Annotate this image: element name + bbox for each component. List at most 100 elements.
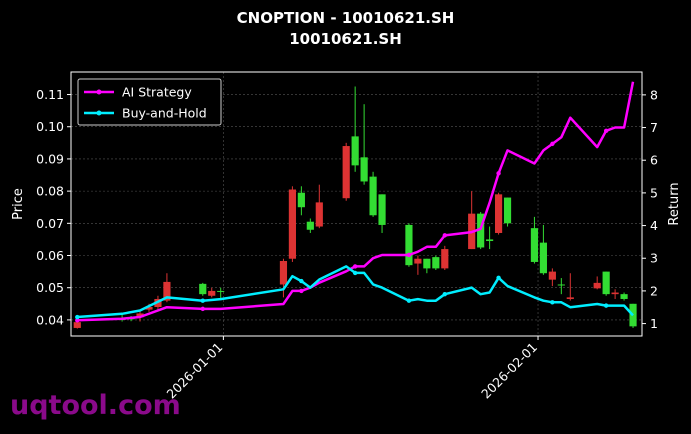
- series-point-buy-and-hold: [352, 270, 358, 276]
- candle-body: [557, 284, 565, 286]
- legend: AI Strategy Buy-and-Hold: [77, 78, 222, 126]
- candle-body: [486, 239, 494, 242]
- y2-tick-label: 3: [650, 251, 658, 266]
- candle-up: [297, 186, 305, 216]
- candle-body: [620, 294, 628, 299]
- candle-body: [414, 258, 422, 264]
- candle-down: [441, 245, 449, 270]
- y2-tick-label: 2: [650, 283, 658, 298]
- candle-up: [629, 303, 637, 328]
- series-point-buy-and-hold: [200, 298, 205, 303]
- candle-up: [378, 194, 386, 233]
- y2-tick-label: 6: [650, 153, 658, 168]
- candle-body: [306, 221, 314, 230]
- candle-up: [539, 224, 547, 275]
- series-point-ai-strategy: [550, 141, 555, 147]
- candle-down: [288, 186, 296, 262]
- candle-body: [288, 189, 296, 259]
- series-line-ai-strategy: [77, 81, 635, 322]
- candle-body: [378, 194, 386, 225]
- candle-down: [342, 142, 350, 201]
- candle-body: [342, 146, 350, 199]
- legend-label-ai-strategy: AI Strategy: [122, 85, 192, 100]
- series-point-buy-and-hold: [603, 303, 609, 308]
- candle-body: [199, 283, 207, 295]
- y2-axis-label: Return: [667, 182, 682, 225]
- candle-up: [369, 171, 377, 217]
- y2-tick-label: 8: [650, 87, 658, 102]
- candle-down: [468, 191, 476, 250]
- y-tick-label: 0.08: [36, 184, 64, 199]
- series-point-ai-strategy: [603, 128, 609, 134]
- candle-body: [405, 224, 413, 266]
- candle-up: [423, 258, 431, 274]
- candle-body: [136, 313, 144, 318]
- candle-body: [530, 228, 539, 262]
- candle-body: [369, 176, 377, 216]
- y-tick-label: 0.10: [36, 119, 64, 134]
- candle-up: [351, 86, 359, 172]
- candle-up: [602, 271, 610, 296]
- y2-tick-label: 4: [650, 218, 658, 233]
- candle-down: [208, 287, 216, 298]
- series-point-buy-and-hold: [299, 278, 304, 284]
- y2-tick-label: 1: [650, 316, 658, 331]
- candle-body: [145, 307, 153, 310]
- series-line-buy-and-hold: [77, 265, 634, 319]
- candle-body: [73, 322, 81, 328]
- candle-body: [279, 260, 288, 285]
- candle-down: [414, 255, 422, 275]
- candle-body: [503, 197, 512, 224]
- legend-label-buy-and-hold: Buy-and-Hold: [122, 106, 207, 121]
- candle-down: [593, 276, 601, 290]
- series-point-buy-and-hold: [442, 291, 447, 297]
- candle-up: [432, 255, 440, 270]
- series-point-buy-and-hold: [496, 275, 501, 281]
- chart-subtitle: 10010621.SH: [289, 30, 402, 48]
- candle-up: [405, 223, 413, 267]
- plot-frame: [70, 71, 643, 337]
- candle-down: [494, 192, 503, 235]
- candle-body: [441, 249, 449, 269]
- watermark: uqtool.com: [10, 390, 181, 421]
- candle-up: [360, 104, 368, 185]
- candle-body: [163, 281, 171, 301]
- candle-body: [423, 258, 431, 269]
- series-point-ai-strategy: [200, 306, 205, 312]
- y-tick-label: 0.05: [36, 280, 64, 295]
- candle-down: [566, 273, 574, 301]
- candle-up: [199, 282, 207, 296]
- candle-body: [208, 290, 216, 296]
- candle-body: [548, 271, 556, 280]
- candle-body: [297, 192, 305, 208]
- y2-tick-label: 5: [650, 185, 658, 200]
- y-tick-label: 0.07: [36, 216, 64, 231]
- candle-up: [486, 226, 494, 250]
- candle-up: [477, 212, 485, 250]
- y-tick-label: 0.09: [36, 151, 64, 166]
- candle-body: [315, 202, 323, 227]
- series-point-buy-and-hold: [75, 314, 80, 320]
- series-point-ai-strategy: [352, 264, 358, 269]
- y-tick-label: 0.06: [36, 248, 64, 263]
- series-point-buy-and-hold: [550, 300, 555, 305]
- series-point-ai-strategy: [299, 288, 304, 294]
- candle-down: [315, 184, 323, 229]
- candle-body: [432, 257, 440, 269]
- y-tick-label: 0.11: [36, 87, 64, 102]
- candle-up: [530, 216, 539, 264]
- series-point-ai-strategy: [406, 252, 412, 258]
- y-tick-label: 0.04: [36, 312, 64, 327]
- candle-up: [503, 197, 512, 227]
- candle-up: [557, 278, 565, 295]
- candle-body: [593, 282, 601, 289]
- candle-up: [620, 292, 628, 301]
- candle-body: [217, 290, 225, 292]
- legend-marker-ai-strategy: [96, 89, 102, 95]
- series-point-ai-strategy: [496, 171, 501, 176]
- series-point-buy-and-hold: [406, 298, 412, 303]
- series-point-ai-strategy: [442, 233, 447, 238]
- candle-body: [602, 271, 610, 295]
- candle-down: [611, 289, 619, 299]
